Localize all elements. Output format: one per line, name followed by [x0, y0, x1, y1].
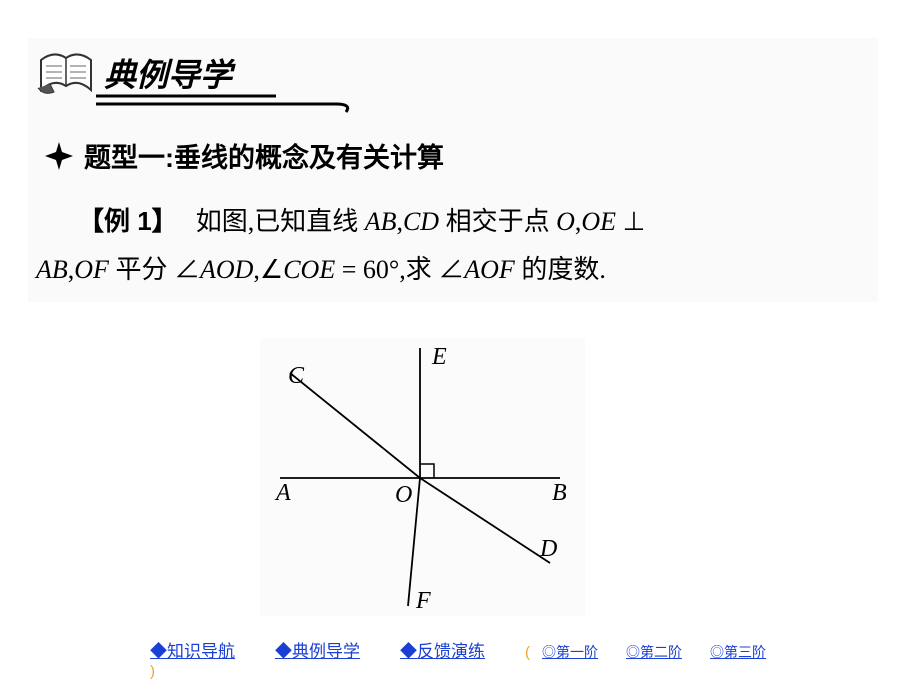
nav-stage-1[interactable]: ◎第一阶	[542, 642, 598, 662]
example-line-1: 【例 1】如图,已知直线 AB,CD 相交于点 O,OE ⊥	[36, 197, 870, 246]
example-line-2: AB,OF 平分 ∠AOD,∠COE = 60°,求 ∠AOF 的度数.	[36, 246, 870, 294]
nav-feedback[interactable]: ◆反馈演练	[400, 637, 485, 662]
example-label: 【例 1】	[78, 206, 178, 236]
header-underline	[96, 92, 356, 116]
nav-stage-2[interactable]: ◎第二阶	[626, 642, 682, 662]
header-title: 典例导学	[104, 50, 232, 96]
diagram-label-D: D	[539, 536, 557, 562]
star-icon	[44, 141, 74, 171]
footer-nav: ◆知识导航 ◆典例导学 ◆反馈演练 ( ◎第一阶 ◎第二阶 ◎第三阶 )	[150, 637, 890, 662]
nav-examples[interactable]: ◆典例导学	[275, 637, 360, 662]
geometry-diagram: E C A O B D F	[260, 338, 585, 616]
book-icon	[36, 48, 96, 98]
nav-knowledge[interactable]: ◆知识导航	[150, 637, 235, 662]
nav-paren-open: (	[525, 644, 530, 661]
nav-paren-close: )	[150, 663, 155, 680]
example-block: 【例 1】如图,已知直线 AB,CD 相交于点 O,OE ⊥ AB,OF 平分 …	[36, 197, 870, 294]
nav-stage-3[interactable]: ◎第三阶	[710, 642, 766, 662]
diagram-label-B: B	[552, 480, 567, 506]
content-box: 典例导学 题型一:垂线的概念及有关计算 【例 1】如图,已知直线 AB,CD 相…	[28, 38, 878, 302]
topic-row: 题型一:垂线的概念及有关计算	[44, 136, 870, 175]
diagram-label-F: F	[415, 588, 431, 614]
diagram-label-C: C	[288, 363, 305, 389]
diagram-label-O: O	[395, 482, 412, 508]
diagram-label-E: E	[431, 344, 447, 370]
section-header: 典例导学	[36, 48, 870, 118]
diagram-label-A: A	[274, 480, 291, 506]
topic-label: 题型一:垂线的概念及有关计算	[84, 136, 444, 175]
